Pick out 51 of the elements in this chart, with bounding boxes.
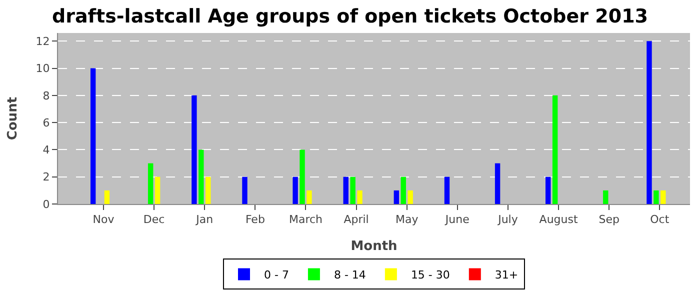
bar bbox=[148, 163, 154, 204]
bar bbox=[660, 190, 666, 204]
y-tick-label: 4 bbox=[42, 144, 50, 157]
bar bbox=[400, 176, 406, 204]
y-tick-label: 12 bbox=[36, 34, 50, 48]
bar bbox=[343, 176, 348, 204]
bar bbox=[198, 150, 204, 204]
bar bbox=[242, 176, 248, 204]
bar bbox=[444, 176, 450, 204]
bar bbox=[603, 190, 608, 204]
y-tick-label: 10 bbox=[36, 62, 50, 76]
x-tick-label: Nov bbox=[92, 213, 115, 226]
bar bbox=[654, 190, 659, 204]
bar bbox=[104, 190, 110, 204]
x-tick-label: Feb bbox=[245, 213, 265, 226]
y-tick-label: 8 bbox=[42, 89, 50, 102]
bar bbox=[552, 95, 558, 204]
legend-label: 31+ bbox=[494, 268, 518, 282]
bar bbox=[350, 176, 356, 204]
x-tick-label: Jan bbox=[195, 213, 214, 226]
bar bbox=[646, 41, 652, 204]
x-tick-label: July bbox=[497, 213, 518, 226]
bar bbox=[90, 68, 96, 204]
legend-label: 8 - 14 bbox=[334, 268, 366, 282]
x-tick-label: August bbox=[539, 213, 578, 226]
y-tick-label: 0 bbox=[42, 198, 50, 211]
bar bbox=[306, 190, 312, 204]
x-tick-label: March bbox=[288, 213, 323, 226]
bar bbox=[154, 176, 160, 204]
x-tick-label: April bbox=[344, 213, 369, 226]
bar bbox=[192, 95, 197, 204]
y-axis-title: Count bbox=[6, 96, 21, 140]
bar bbox=[394, 190, 400, 204]
y-tick-label: 2 bbox=[42, 170, 50, 184]
bar bbox=[546, 176, 551, 204]
y-tick-label: 6 bbox=[42, 116, 50, 130]
bar bbox=[205, 176, 211, 204]
bar bbox=[408, 190, 413, 204]
x-tick-label: Sep bbox=[598, 213, 620, 226]
x-axis-title: Month bbox=[350, 238, 398, 254]
x-tick-label: May bbox=[395, 213, 419, 226]
legend-label: 0 - 7 bbox=[264, 268, 289, 282]
bar bbox=[300, 150, 305, 204]
x-tick-label: Oct bbox=[650, 213, 670, 226]
x-tick-label: Dec bbox=[143, 213, 165, 226]
x-tick-label: June bbox=[444, 213, 470, 226]
bar bbox=[292, 176, 298, 204]
chart-title: drafts-lastcall Age groups of open tickets October 2013 bbox=[52, 5, 648, 28]
bar bbox=[494, 163, 500, 204]
legend-label: 15 - 30 bbox=[410, 268, 450, 282]
bar bbox=[357, 190, 362, 204]
